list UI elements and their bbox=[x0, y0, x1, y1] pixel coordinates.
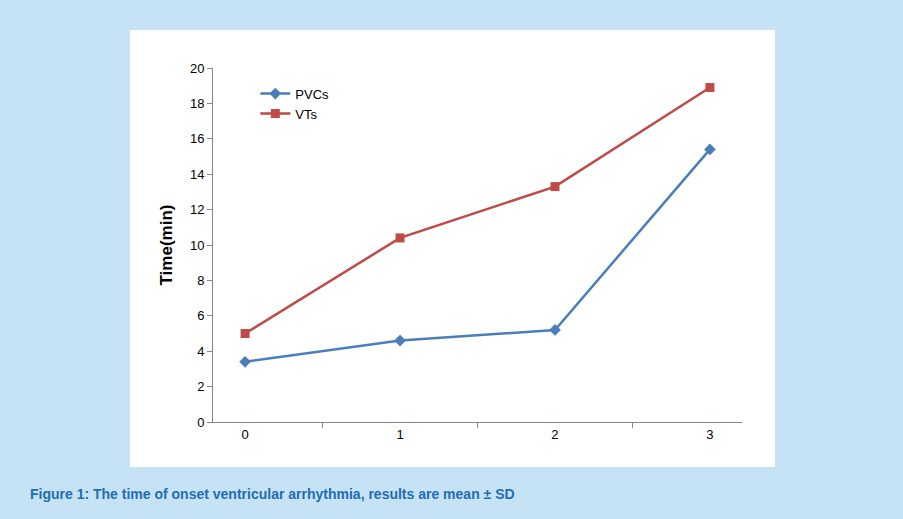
html-text:Figure 1: The time of onset ve: Figure 1: The time of onset ventricular … bbox=[30, 486, 515, 502]
svg-text:16: 16 bbox=[190, 131, 204, 146]
svg-text:2: 2 bbox=[551, 427, 558, 442]
svg-text:3: 3 bbox=[706, 427, 713, 442]
svg-text:1: 1 bbox=[396, 427, 403, 442]
svg-text:6: 6 bbox=[197, 308, 204, 323]
svg-text:10: 10 bbox=[190, 238, 204, 253]
svg-text:20: 20 bbox=[190, 61, 204, 76]
svg-text:PVCs: PVCs bbox=[295, 87, 329, 102]
svg-text:18: 18 bbox=[190, 96, 204, 111]
svg-text:0: 0 bbox=[197, 415, 204, 430]
svg-text:4: 4 bbox=[197, 344, 204, 359]
svg-text:VTs: VTs bbox=[295, 107, 317, 122]
svg-text:2: 2 bbox=[197, 379, 204, 394]
svg-text:0: 0 bbox=[241, 427, 248, 442]
svg-text:Time(min): Time(min) bbox=[157, 205, 176, 286]
svg-text:14: 14 bbox=[190, 167, 204, 182]
svg-text:12: 12 bbox=[190, 202, 204, 217]
svg-text:8: 8 bbox=[197, 273, 204, 288]
